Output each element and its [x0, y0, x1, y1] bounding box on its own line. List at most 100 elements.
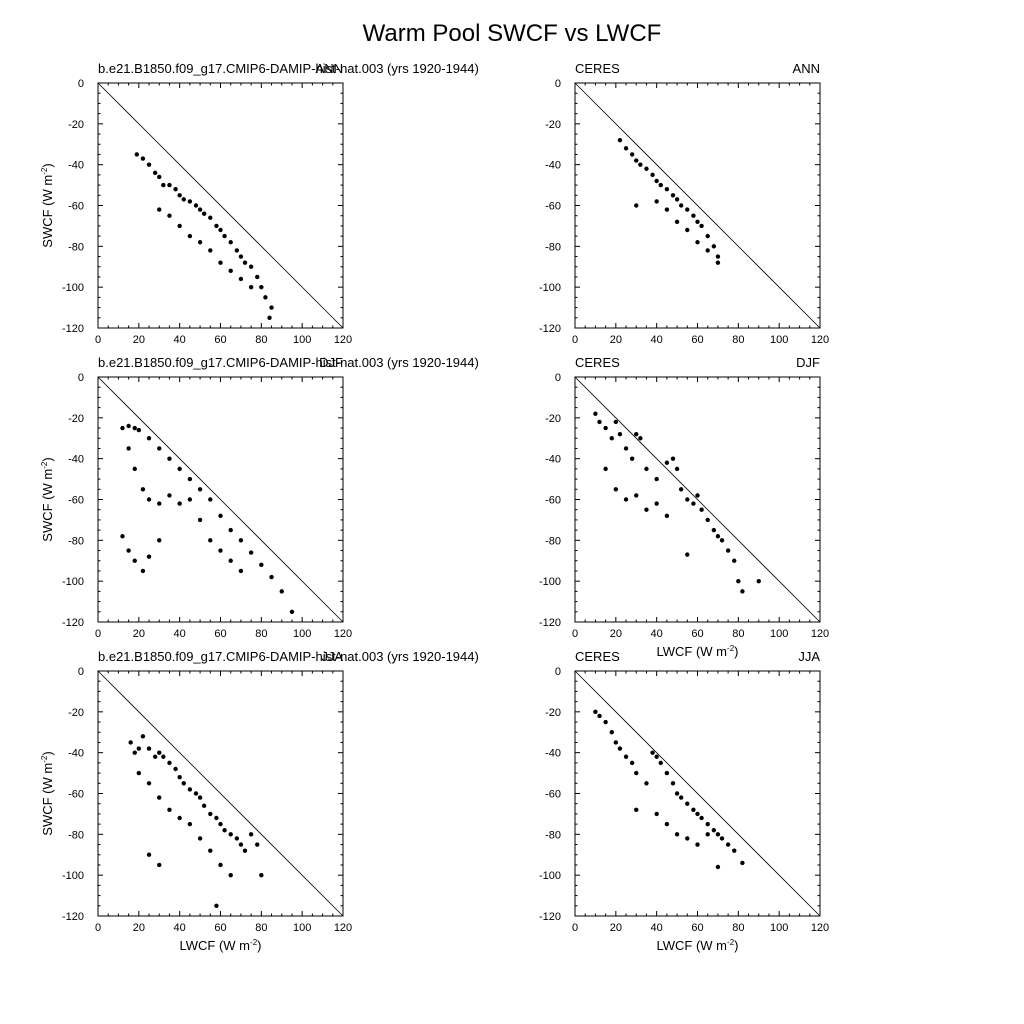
y-tick-label: -40: [545, 454, 561, 466]
data-point: [269, 574, 274, 580]
data-point: [691, 213, 696, 218]
data-point: [670, 456, 676, 461]
data-point: [201, 803, 207, 808]
data-point: [634, 770, 639, 776]
data-point: [187, 787, 193, 792]
data-point: [218, 260, 223, 265]
data-point: [146, 497, 152, 502]
data-point: [664, 186, 670, 192]
scatter-panel-2: 0 20 40 60 80 100 120 0 -20 -40 -60 -80 -100 -120 CERE…: [539, 61, 829, 346]
scatter-panel-5: 0 20 40 60 80 100 120 0 -20 -40 -60 -80 -100 -120 b.e2…: [40, 649, 479, 953]
data-point: [187, 497, 193, 502]
data-point: [177, 223, 182, 229]
data-point: [674, 791, 680, 796]
data-point: [218, 548, 223, 553]
x-tick-label: 80: [255, 922, 267, 934]
y-tick-label: 0: [78, 78, 84, 90]
data-point: [664, 770, 670, 776]
data-point: [187, 821, 193, 827]
data-point: [654, 476, 659, 482]
data-point: [711, 527, 717, 533]
data-point: [705, 821, 710, 827]
y-tick-label: -100: [62, 282, 84, 294]
data-point: [732, 848, 737, 853]
data-point: [238, 568, 244, 574]
y-tick-label: 0: [78, 372, 84, 384]
data-point: [242, 848, 248, 853]
data-point: [678, 795, 684, 800]
x-tick-label: 80: [255, 628, 267, 640]
y-tick-label: -20: [68, 119, 84, 131]
data-point: [719, 538, 725, 543]
data-point: [259, 284, 264, 290]
x-tick-label: 100: [770, 922, 788, 934]
y-tick-label: -80: [68, 829, 84, 841]
x-tick-label: 40: [651, 334, 663, 346]
data-point: [222, 233, 227, 239]
data-point: [603, 466, 608, 472]
y-tick-label: -80: [545, 829, 561, 841]
scatter-panel-1: 0 20 40 60 80 100 120 0 -20 -40 -60 -80 -100 -120 b.e2…: [40, 61, 479, 346]
data-point: [214, 903, 219, 908]
data-point: [146, 554, 152, 559]
y-tick-label: -120: [539, 617, 561, 629]
data-point: [238, 254, 244, 259]
panel-right-label: DJF: [319, 355, 343, 370]
panel-left-label: CERES: [575, 61, 620, 76]
data-point: [617, 431, 623, 437]
data-point: [634, 203, 639, 208]
data-point: [263, 295, 268, 300]
data-point: [177, 815, 182, 821]
data-point: [201, 211, 207, 216]
scatter-panel-6: 0 20 40 60 80 100 120 0 -20 -40 -60 -80 -100 -120 CERE…: [539, 649, 829, 953]
data-point: [674, 197, 680, 202]
data-point: [654, 754, 659, 759]
data-point: [705, 832, 710, 837]
data-point: [634, 431, 639, 437]
panels-container: 0 20 40 60 80 100 120 0 -20 -40 -60 -80 -100 -120 b.e2…: [40, 61, 829, 953]
y-tick-label: -60: [68, 495, 84, 507]
x-tick-label: 120: [811, 922, 829, 934]
x-axis-title: LWCF (W m-2): [657, 644, 739, 659]
panel-right-label: ANN: [793, 61, 820, 76]
data-point: [725, 548, 731, 553]
data-point: [126, 548, 131, 553]
data-point: [146, 852, 152, 857]
data-point: [705, 233, 710, 239]
data-point: [152, 754, 158, 759]
data-point: [685, 227, 690, 233]
x-tick-label: 80: [732, 334, 744, 346]
x-tick-label: 0: [95, 922, 101, 934]
data-point: [715, 864, 721, 870]
data-point: [238, 538, 244, 543]
data-point: [695, 842, 700, 847]
data-point: [157, 207, 162, 212]
x-tick-label: 100: [770, 334, 788, 346]
data-point: [248, 832, 254, 837]
x-tick-label: 60: [691, 628, 703, 640]
y-tick-label: -60: [545, 789, 561, 801]
data-point: [248, 550, 254, 555]
data-point: [629, 456, 635, 461]
data-point: [691, 501, 696, 506]
data-point: [157, 795, 162, 800]
data-point: [691, 807, 696, 813]
x-tick-label: 120: [334, 922, 352, 934]
panel-right-label: JJA: [321, 649, 343, 664]
data-point: [736, 578, 741, 584]
data-point: [255, 274, 260, 280]
data-point: [157, 501, 162, 506]
data-point: [197, 517, 203, 523]
data-point: [208, 248, 213, 253]
data-point: [623, 497, 629, 502]
data-point: [740, 589, 745, 594]
x-tick-label: 20: [610, 628, 622, 640]
y-tick-label: -60: [545, 201, 561, 213]
data-point: [644, 507, 649, 512]
data-point: [740, 860, 745, 866]
y-tick-label: -100: [62, 576, 84, 588]
data-point: [279, 589, 284, 594]
data-point: [214, 815, 219, 821]
data-point: [126, 423, 131, 429]
x-tick-label: 20: [133, 922, 145, 934]
